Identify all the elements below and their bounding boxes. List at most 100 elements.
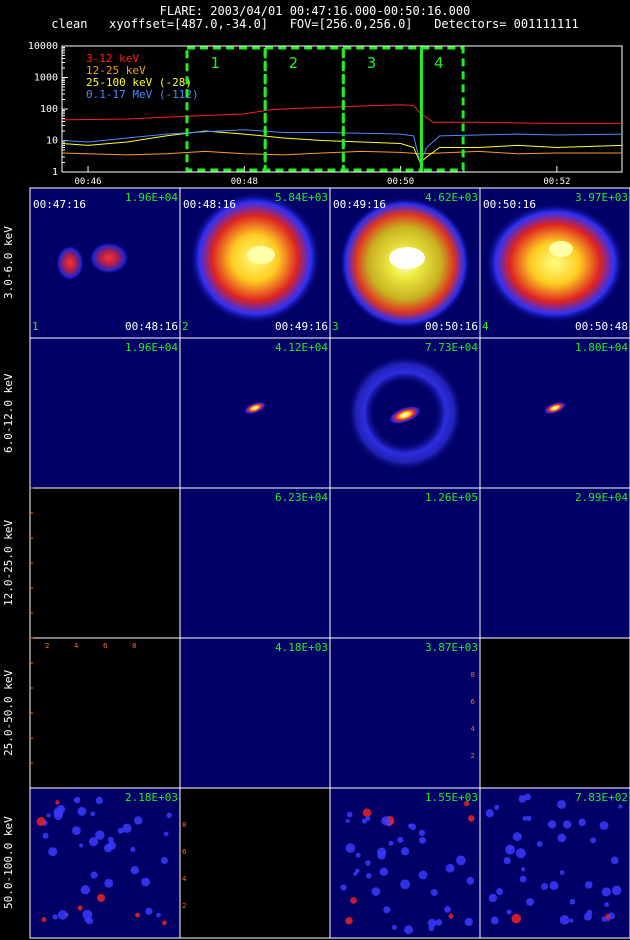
- axis-tick-label: 8: [182, 821, 186, 829]
- noise-speck: [578, 818, 586, 826]
- noise-speck: [55, 800, 60, 805]
- noise-speck: [526, 898, 534, 906]
- noise-speck: [107, 841, 116, 850]
- noise-speck: [448, 913, 454, 919]
- image-panel: [479, 487, 630, 639]
- x-tick-label: 00:52: [543, 177, 570, 186]
- peak-value: 1.96E+04: [125, 341, 178, 354]
- energy-band-label: 12.0-25.0 keV: [2, 519, 15, 607]
- noise-speck: [496, 888, 504, 895]
- lightcurve-chart: 1 10 100 1000 10000 00:46 00:48 00:50 00:52 3-12 …: [28, 41, 623, 186]
- interval-box: [419, 46, 465, 172]
- source-blob: [543, 401, 567, 415]
- noise-speck: [419, 836, 426, 844]
- noise-speck: [156, 912, 161, 918]
- noise-speck: [526, 815, 532, 821]
- noise-speck: [162, 920, 167, 926]
- noise-speck: [345, 843, 356, 853]
- axis-tick-label: 4: [74, 642, 79, 650]
- peak-value: 3.87E+03: [425, 641, 478, 654]
- noise-speck: [536, 841, 543, 847]
- noise-speck: [427, 918, 437, 928]
- noise-speck: [52, 914, 58, 920]
- noise-speck: [383, 906, 391, 914]
- noise-speck: [340, 884, 347, 891]
- peak-value: 1.55E+03: [425, 791, 478, 804]
- end-time: 00:50:16: [425, 320, 478, 333]
- noise-speck: [456, 855, 466, 866]
- interval-label: 3: [367, 54, 377, 72]
- y-tick-label: 10: [46, 136, 58, 147]
- noise-speck: [73, 796, 81, 804]
- noise-speck: [362, 808, 372, 818]
- noise-speck: [485, 809, 494, 818]
- noise-speck: [408, 823, 413, 829]
- image-panel: [29, 337, 181, 489]
- source-core: [549, 241, 573, 257]
- interval-label: 1: [210, 54, 220, 72]
- noise-speck: [82, 909, 93, 920]
- noise-speck: [36, 816, 46, 826]
- noise-speck: [95, 830, 105, 840]
- noise-speck: [377, 851, 386, 860]
- noise-speck: [379, 867, 388, 876]
- noise-speck: [584, 881, 593, 889]
- noise-speck: [163, 831, 169, 837]
- interval-box: [185, 46, 267, 172]
- noise-speck: [135, 912, 141, 918]
- noise-speck: [511, 913, 522, 924]
- axis-tick-label: 2: [182, 902, 186, 910]
- noise-speck: [77, 905, 83, 911]
- noise-speck: [569, 918, 574, 923]
- noise-speck: [464, 917, 473, 927]
- noise-speck: [490, 916, 499, 925]
- energy-band-label: 50.0-100.0 keV: [2, 816, 15, 910]
- start-time: 00:50:16: [483, 198, 536, 211]
- axis-tick-label: 4: [182, 875, 187, 883]
- axis-tick-label: 4: [471, 725, 476, 733]
- noise-speck: [388, 840, 394, 846]
- peak-value: 2.18E+03: [125, 791, 178, 804]
- peak-value: 2.99E+04: [575, 491, 628, 504]
- noise-speck: [559, 870, 565, 875]
- peak-value: 3.97E+03: [575, 191, 628, 204]
- noise-speck: [610, 856, 619, 865]
- energy-band-label: 6.0-12.0 keV: [2, 373, 15, 453]
- noise-speck: [521, 867, 526, 872]
- noise-speck: [54, 811, 63, 821]
- source-core: [389, 247, 425, 269]
- noise-speck: [444, 905, 451, 913]
- noise-speck: [418, 829, 426, 837]
- noise-speck: [518, 795, 527, 803]
- y-tick-label: 10000: [28, 41, 58, 52]
- noise-speck: [365, 816, 371, 821]
- source-blob: [89, 242, 129, 274]
- noise-speck: [506, 909, 512, 915]
- noise-speck: [79, 843, 84, 848]
- noise-speck: [104, 878, 114, 888]
- source-blob: [388, 405, 422, 425]
- noise-speck: [397, 836, 404, 843]
- noise-speck: [366, 872, 372, 879]
- noise-speck: [590, 837, 596, 844]
- noise-speck: [56, 804, 66, 814]
- image-panel: [479, 637, 630, 789]
- noise-speck: [361, 818, 367, 824]
- noise-speck: [345, 917, 353, 925]
- noise-speck: [559, 915, 570, 925]
- noise-speck: [404, 925, 414, 935]
- noise-speck: [130, 866, 139, 875]
- peak-value: 4.12E+04: [275, 341, 328, 354]
- noise-speck: [107, 836, 114, 843]
- noise-speck: [345, 818, 350, 824]
- noise-speck: [145, 907, 153, 915]
- source-blob: [56, 245, 84, 281]
- image-panel: [179, 487, 331, 639]
- interval-label: 2: [289, 54, 299, 72]
- noise-speck: [445, 863, 455, 873]
- source-blob: [243, 401, 267, 415]
- end-time: 00:49:16: [275, 320, 328, 333]
- noise-speck: [400, 847, 410, 856]
- y-tick-label: 100: [40, 104, 58, 115]
